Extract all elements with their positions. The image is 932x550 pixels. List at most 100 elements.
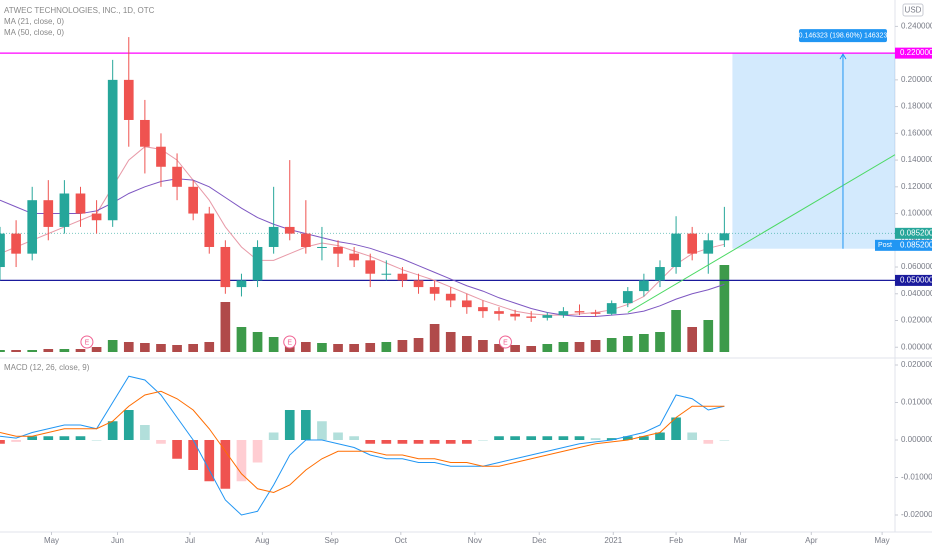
trend-line [627,154,896,313]
macd-histogram-bar [140,425,150,440]
volume-bar [478,340,488,352]
candle-body [397,273,408,281]
volume-bar [172,345,182,352]
macd-histogram-bar [590,438,601,440]
arrow-head [839,53,847,60]
candle-body [494,311,504,314]
volume-bar [123,342,134,352]
y-tick-label: 0.060000 [901,262,932,271]
macd-histogram-bar [703,440,714,444]
x-tick-label: Sep [324,536,339,545]
earnings-label: E [503,339,508,346]
volume-bar [510,345,520,352]
x-tick-label: Dec [532,536,546,545]
moving-average [0,178,725,317]
volume-bar [365,343,376,352]
macd-histogram-bar [156,440,166,444]
macd-histogram-bar [236,440,247,482]
macd-histogram-bar [188,440,198,470]
candle-body [542,315,553,318]
position-label: 0.146323 (198.60%) 146323 [799,32,888,39]
candle-body [687,233,698,254]
level-label-box [895,274,932,286]
y-tick-label: 0.200000 [901,75,932,84]
macd-histogram-bar [172,440,182,459]
candle-body [27,200,38,254]
macd-histogram-bar [687,432,698,440]
x-tick-label: Jul [185,536,195,545]
y-tick-label: 0.140000 [901,155,932,164]
candle-body [43,200,54,227]
candle-body [75,193,86,214]
macd-histogram-bar [349,436,359,440]
earnings-marker [283,335,297,349]
x-tick-label: May [875,536,890,545]
x-tick-label: Mar [734,536,748,545]
y-tick-label: 0.000000 [901,435,932,444]
currency-box[interactable] [902,3,924,17]
candle-body [639,280,649,292]
y-tick-label: 0.180000 [901,102,932,111]
candle-body [0,233,5,268]
candle-body [301,233,311,247]
volume-bar [156,344,166,352]
candle-body [365,260,376,274]
candle-body [123,79,134,120]
candle-body [107,79,118,221]
x-tick-label: Apr [805,536,818,545]
y-tick-label: 0.020000 [901,316,932,325]
volume-bar [526,346,537,352]
level-label-box [895,47,932,59]
last-price-box [895,227,932,239]
macd-histogram-bar [719,440,730,441]
macd-histogram-bar [445,440,456,444]
macd-histogram-bar [622,436,633,440]
candle-body [236,280,247,288]
volume-bar [494,344,504,352]
candle-body [574,311,585,313]
legend-entry: MA (50, close, 0) [4,28,64,37]
candle-body [429,287,440,294]
y-tick-label: 0.010000 [901,398,932,407]
candle-body [381,273,392,275]
candle-body [413,280,424,288]
macd-histogram-bar [75,436,86,440]
candle-body [252,246,263,281]
candle-body [268,226,279,247]
x-tick-label: Nov [468,536,482,545]
volume-bar [107,340,118,352]
macd-histogram-bar [365,440,376,444]
volume-bar [639,334,649,352]
volume-bar [655,332,665,352]
candle-body [622,291,633,304]
volume-bar [397,340,408,352]
volume-bar [252,332,263,352]
candle-body [91,213,102,221]
volume-bar [622,336,633,352]
macd-histogram-bar [252,440,263,463]
x-tick-label: May [44,536,59,545]
moving-average [0,146,725,316]
macd-histogram-bar [542,436,553,440]
macd-histogram-bar [558,436,569,440]
volume-bar [381,342,392,352]
earnings-label: E [85,339,90,346]
candle-body [510,313,520,317]
macd-histogram-bar [494,436,504,440]
candle-body [606,303,617,314]
macd-histogram-bar [478,440,488,441]
volume-bar [140,343,150,352]
macd-histogram-bar [671,417,681,440]
macd-histogram-bar [397,440,408,444]
volume-bar [413,338,424,352]
level-label: 0.050000 [900,276,932,285]
macd-histogram-bar [639,436,649,440]
macd-histogram-bar [526,436,537,440]
macd-histogram-bar [606,438,617,440]
candle-body [478,307,488,312]
macd-histogram-bar [268,432,279,440]
macd-histogram-bar [655,432,665,440]
currency[interactable]: USD [905,6,922,15]
macd-title: MACD (12, 26, close, 9) [4,363,90,372]
